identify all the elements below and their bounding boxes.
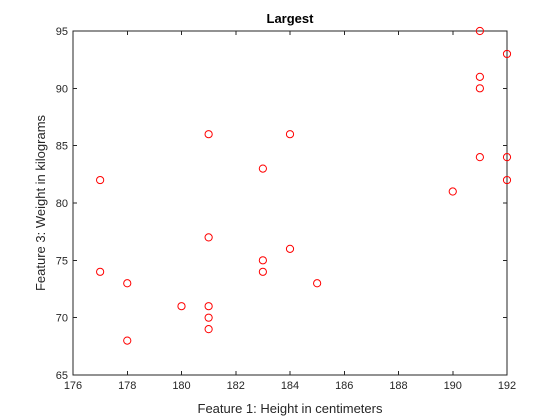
data-point xyxy=(285,244,295,253)
data-point xyxy=(448,187,457,196)
y-tick-label: 90 xyxy=(56,83,68,95)
y-axis-label: Feature 3: Weight in kilograms xyxy=(33,114,48,291)
data-point xyxy=(285,130,295,139)
x-axis-label: Feature 1: Height in centimeters xyxy=(198,401,383,416)
data-point xyxy=(96,175,105,185)
data-point xyxy=(258,164,267,173)
x-tick-label: 190 xyxy=(444,380,462,392)
data-point xyxy=(502,175,512,185)
x-tick-label: 176 xyxy=(64,380,82,392)
y-tick-label: 95 xyxy=(56,26,68,38)
data-points xyxy=(96,26,512,345)
data-point xyxy=(258,267,267,276)
x-tick-label: 192 xyxy=(498,380,516,392)
x-tick-label: 186 xyxy=(335,380,353,392)
data-point xyxy=(258,256,267,265)
chart-title: Largest xyxy=(267,11,315,26)
data-point xyxy=(204,313,213,322)
y-tick-label: 75 xyxy=(56,255,68,267)
plot-box xyxy=(72,30,508,376)
data-point xyxy=(96,267,105,276)
data-point xyxy=(313,279,322,288)
data-point xyxy=(475,153,484,162)
data-point xyxy=(123,336,132,345)
data-point xyxy=(204,130,213,139)
y-tick-label: 65 xyxy=(56,370,68,382)
data-point xyxy=(502,49,512,59)
data-point xyxy=(204,233,213,242)
axis-ticks: 176 178 180 182 184 186 188 190 192 65 70 75 80 85 90 9… xyxy=(56,26,516,392)
y-tick-label: 80 xyxy=(56,198,68,210)
y-tick-label: 85 xyxy=(56,141,68,153)
x-tick-label: 180 xyxy=(172,380,190,392)
x-tick-label: 178 xyxy=(118,380,136,392)
data-point xyxy=(475,26,484,36)
data-point xyxy=(475,84,484,93)
x-tick-label: 184 xyxy=(281,380,299,392)
y-tick-label: 70 xyxy=(56,313,68,325)
data-point xyxy=(123,279,132,288)
x-tick-label: 188 xyxy=(389,380,407,392)
data-point xyxy=(502,153,512,162)
data-point xyxy=(475,72,484,81)
data-point xyxy=(177,302,186,311)
data-point xyxy=(204,302,213,311)
x-tick-label: 182 xyxy=(227,380,245,392)
data-point xyxy=(204,325,213,334)
